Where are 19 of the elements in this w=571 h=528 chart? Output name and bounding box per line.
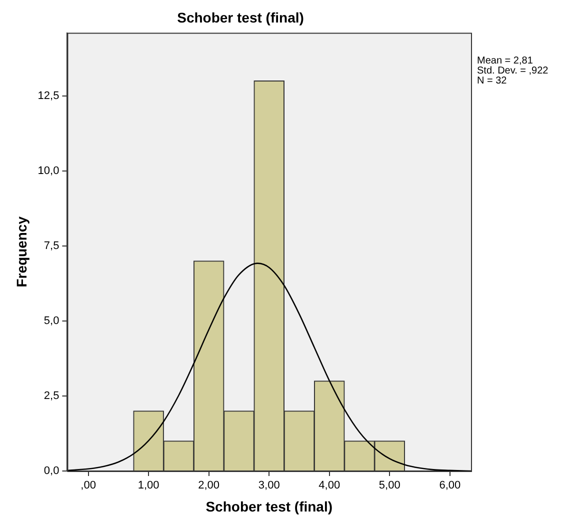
x-axis-title: Schober test (final) <box>206 498 333 514</box>
x-tick-label: 3,00 <box>258 480 280 492</box>
x-tick-label: 2,00 <box>198 480 220 492</box>
x-tick-label: 4,00 <box>318 480 340 492</box>
text: Std. Dev. = ,922 <box>477 66 549 77</box>
y-tick-label: 2,5 <box>44 390 60 402</box>
y-axis-title: Frequency <box>13 216 30 288</box>
x-tick-label: 5,00 <box>378 480 400 492</box>
text: Mean = 2,81 <box>477 56 534 67</box>
chart-title: Schober test (final) <box>177 9 304 26</box>
y-tick-label: 10,0 <box>38 164 60 177</box>
y-tick-label: 5,0 <box>44 314 60 327</box>
x-tick-label: ,00 <box>80 480 96 492</box>
y-tick-label: 0,0 <box>44 465 60 478</box>
text: N = 32 <box>477 76 508 87</box>
y-tick-label: 12,5 <box>38 90 60 102</box>
x-tick-label: 6,00 <box>439 480 461 492</box>
x-tick-label: 1,00 <box>138 480 160 492</box>
y-tick-label: 7,5 <box>44 240 60 252</box>
